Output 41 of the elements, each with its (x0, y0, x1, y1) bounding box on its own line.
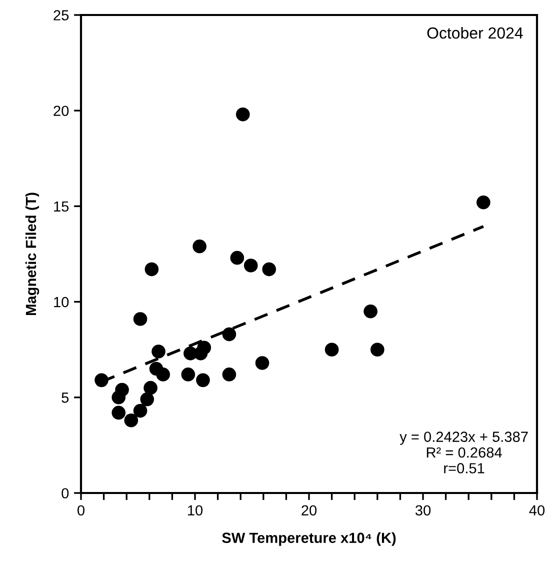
point (222, 327, 236, 342)
point (370, 342, 384, 357)
point (144, 380, 158, 395)
y-tick-label: 20 (54, 106, 69, 116)
x-tick-label: 0 (78, 505, 84, 516)
x-tick-label: 20 (302, 505, 317, 516)
annotation: y = 0.2423x + 5.387 R² = 0.2684 r=0.51 (400, 432, 528, 474)
point (196, 373, 210, 388)
point (115, 382, 129, 397)
point (324, 342, 339, 357)
x-tick-label: 30 (415, 505, 431, 516)
point (192, 239, 206, 254)
point (364, 304, 378, 318)
y-tick-label: 15 (54, 201, 69, 212)
point (140, 392, 154, 406)
y-tick-label: 10 (54, 296, 69, 308)
point (476, 195, 490, 210)
point (94, 373, 108, 388)
point (222, 368, 236, 382)
point (255, 356, 270, 370)
point (156, 368, 170, 382)
y-tick-label: 25 (54, 10, 69, 20)
point (112, 406, 126, 420)
y-axis-title: Magnetic Filed (T) (25, 192, 40, 315)
point (197, 340, 212, 355)
annotation: October 2024 (427, 26, 523, 39)
point (124, 413, 138, 428)
point (144, 262, 159, 276)
y-tick-label: 0 (62, 488, 69, 498)
x-tick-label: 40 (529, 505, 545, 516)
point (152, 344, 166, 358)
point (133, 404, 148, 418)
x-axis-title: SW Tempereture x10⁴ (K) (222, 532, 396, 546)
point (133, 312, 148, 326)
point (230, 250, 244, 265)
point (262, 262, 276, 276)
point (244, 258, 258, 272)
point (181, 368, 196, 382)
x-tick-label: 10 (188, 505, 203, 516)
y-tick-label: 5 (62, 392, 69, 403)
point (236, 108, 250, 122)
